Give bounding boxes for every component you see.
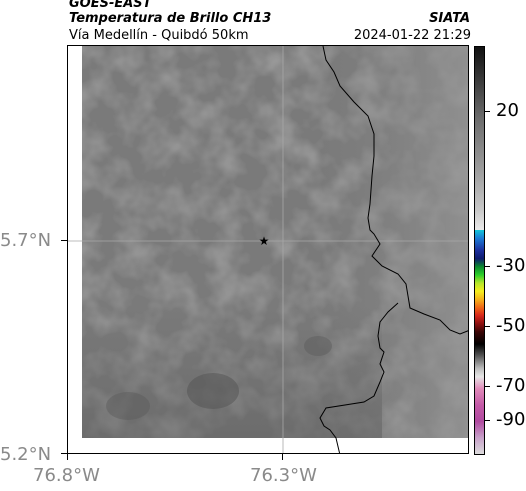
- colorbar-label: -50: [496, 315, 526, 336]
- cloud-patch: [304, 336, 332, 356]
- colorbar-label: -90: [496, 409, 526, 430]
- org-label: SIATA: [429, 11, 470, 26]
- colorbar-tick: [485, 420, 490, 421]
- lat-label: 5.2°N: [0, 444, 52, 465]
- datetime-label: 2024-01-22 21:29: [353, 28, 471, 43]
- lon-label: 76.3°W: [250, 465, 317, 486]
- colorbar-tick: [485, 111, 490, 112]
- lat-tick: [61, 453, 67, 454]
- cloud-patch: [106, 392, 150, 420]
- lon-tick: [282, 454, 283, 460]
- lon-label: 76.8°W: [33, 465, 100, 486]
- colorbar-label: -30: [496, 255, 526, 276]
- colorbar-tick: [485, 386, 490, 387]
- star-marker: ★: [259, 234, 270, 248]
- product-subtitle: Temperatura de Brillo CH13: [69, 11, 272, 26]
- cloud-patch: [187, 373, 239, 409]
- colorbar-label: -70: [496, 375, 526, 396]
- field-south-shade: [82, 306, 382, 438]
- coastline-boundary: [322, 46, 468, 335]
- map-panel: ★: [67, 45, 469, 454]
- colorbar: [474, 46, 485, 455]
- lat-tick: [61, 240, 67, 241]
- product-title: GOES-EAST: [69, 0, 152, 11]
- lon-tick: [67, 454, 68, 460]
- region-label: Vía Medellín - Quibdó 50km: [69, 28, 249, 43]
- lat-label: 5.7°N: [0, 230, 52, 251]
- colorbar-tick: [485, 326, 490, 327]
- colorbar-tick: [485, 266, 490, 267]
- river-boundary: [319, 302, 399, 453]
- brightness-temperature-map: ★: [68, 46, 468, 453]
- colorbar-label: 20: [496, 100, 519, 121]
